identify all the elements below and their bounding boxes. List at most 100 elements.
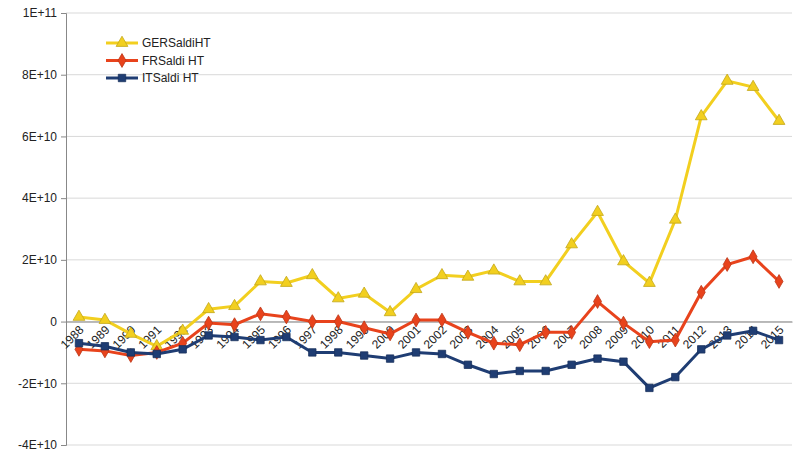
- series-marker: [592, 205, 604, 215]
- x-tick: 2008: [576, 323, 605, 352]
- series-marker: [542, 367, 549, 374]
- legend-item: FRSaldi HT: [106, 54, 205, 68]
- legend-label: ITSaldi HT: [142, 71, 199, 85]
- series-marker: [620, 358, 627, 365]
- series-marker: [308, 315, 316, 329]
- series-marker: [568, 361, 575, 368]
- y-tick-mark: [61, 75, 66, 76]
- x-tick: 1998: [317, 323, 346, 352]
- x-tick-label: 2011: [655, 323, 683, 351]
- y-tick: 4E+10: [22, 191, 66, 205]
- plot-area: [73, 74, 785, 392]
- series-marker: [490, 336, 498, 350]
- y-tick-mark: [61, 198, 66, 199]
- x-tick: 2001: [395, 323, 424, 352]
- series-marker: [438, 313, 446, 327]
- y-tick: 0: [50, 315, 66, 329]
- series-marker: [412, 313, 420, 327]
- legend-label: GERSaldiHT: [142, 36, 211, 50]
- y-tick-mark: [61, 445, 66, 446]
- series-marker: [231, 318, 239, 332]
- y-tick-label: -2E+10: [18, 377, 57, 391]
- series-marker: [360, 321, 368, 335]
- series-marker: [334, 315, 342, 329]
- series-marker: [568, 325, 576, 339]
- x-tick-label: 1988: [58, 323, 87, 352]
- grid-line: [66, 383, 792, 384]
- series-marker: [256, 307, 264, 321]
- y-tick-mark: [61, 260, 66, 261]
- series-marker: [775, 275, 783, 289]
- series-marker: [566, 238, 578, 248]
- series-marker: [671, 333, 679, 347]
- series-marker: [101, 343, 108, 350]
- series-marker: [205, 316, 213, 330]
- y-axis: -4E+10 -2E+10 0 2E+10 4E+10 6E+10 8E+10 1E+11: [18, 6, 67, 451]
- series-marker: [127, 349, 135, 363]
- series-marker: [672, 373, 679, 380]
- series-marker: [257, 336, 264, 343]
- y-tick-label: -4E+10: [18, 438, 57, 451]
- series-marker: [462, 270, 474, 280]
- grid-line: [66, 259, 792, 260]
- series-marker: [229, 299, 241, 309]
- series-marker: [490, 370, 497, 377]
- series-marker: [619, 316, 627, 330]
- x-tick: 2000: [369, 323, 398, 352]
- x-tick: 2002: [421, 323, 450, 352]
- x-tick: 1988: [58, 323, 87, 352]
- x-tick: 2005: [499, 323, 528, 352]
- series-marker: [177, 324, 189, 334]
- series-marker: [153, 350, 160, 357]
- x-tick: 2011: [655, 323, 683, 351]
- series-marker: [747, 80, 759, 90]
- series-marker: [644, 276, 656, 286]
- series-marker: [153, 346, 161, 360]
- series: [73, 74, 785, 350]
- series-marker: [125, 327, 137, 337]
- legend-item: ITSaldi HT: [106, 71, 199, 85]
- legend-marker: [118, 74, 125, 81]
- series-marker: [283, 333, 290, 340]
- y-tick-mark: [61, 322, 66, 323]
- legend-label: FRSaldi HT: [142, 54, 205, 68]
- series-marker: [723, 258, 731, 272]
- y-tick-label: 1E+11: [23, 6, 57, 20]
- y-tick-mark: [61, 13, 66, 14]
- x-tick-label: 1998: [317, 323, 346, 352]
- x-tick-label: 2008: [576, 323, 605, 352]
- series: [75, 327, 782, 392]
- x-tick-label: 2003: [447, 323, 476, 352]
- y-tick-label: 6E+10: [22, 130, 57, 144]
- series-marker: [205, 332, 212, 339]
- series: [75, 250, 783, 363]
- y-tick: -4E+10: [18, 438, 66, 451]
- grid-line: [66, 13, 792, 14]
- series-marker: [306, 268, 318, 278]
- x-tick: 2003: [447, 323, 476, 352]
- legend-marker: [118, 54, 126, 68]
- series-marker: [516, 338, 524, 352]
- series-marker: [723, 332, 730, 339]
- y-tick-label: 8E+10: [22, 68, 57, 82]
- series-marker: [282, 310, 290, 324]
- series-marker: [386, 327, 394, 341]
- series-marker: [697, 285, 705, 299]
- series-marker: [646, 384, 653, 391]
- y-tick: -2E+10: [18, 377, 66, 391]
- series-line: [79, 331, 779, 388]
- series-marker: [698, 346, 705, 353]
- grid-line: [66, 136, 792, 137]
- grid-line: [66, 445, 792, 446]
- series-marker: [645, 335, 653, 349]
- series-marker: [335, 349, 342, 356]
- series-marker: [594, 355, 601, 362]
- series-marker: [75, 339, 82, 346]
- series-marker: [436, 268, 448, 278]
- series-marker: [749, 327, 756, 334]
- legend-marker: [116, 36, 128, 46]
- x-tick: 2014: [732, 323, 761, 352]
- series-marker: [773, 114, 785, 124]
- series-marker: [410, 282, 422, 292]
- y-tick-label: 2E+10: [22, 253, 57, 267]
